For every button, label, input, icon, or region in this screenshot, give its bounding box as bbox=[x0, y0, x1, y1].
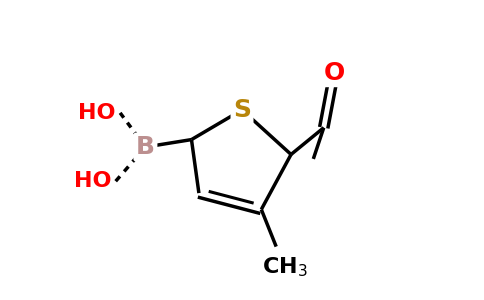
Text: O: O bbox=[323, 61, 345, 85]
Text: CH$_3$: CH$_3$ bbox=[262, 256, 308, 279]
Text: S: S bbox=[233, 98, 251, 122]
Text: HO: HO bbox=[78, 103, 116, 123]
Text: HO: HO bbox=[74, 171, 111, 191]
Text: B: B bbox=[136, 135, 155, 159]
